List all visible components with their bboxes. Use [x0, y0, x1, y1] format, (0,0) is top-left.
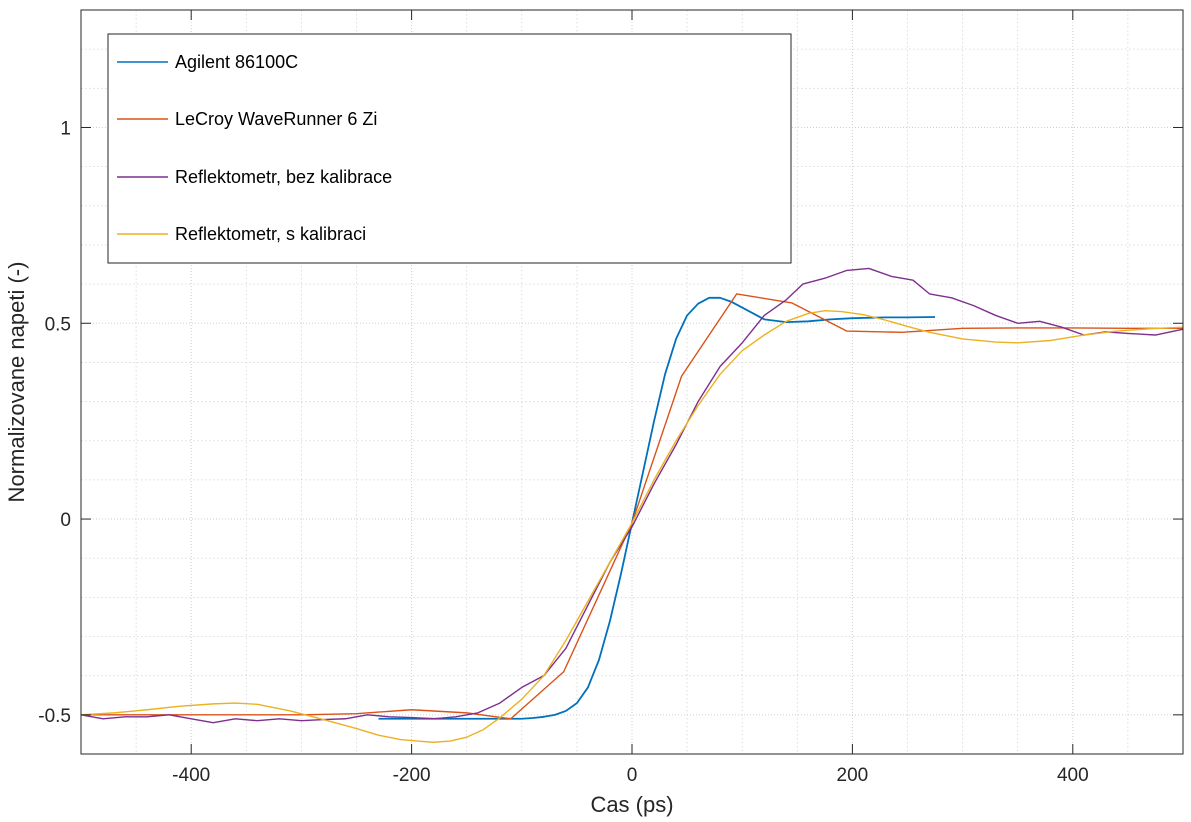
x-tick-label: -200 — [393, 765, 431, 786]
y-tick-label: 0 — [60, 510, 71, 531]
x-tick-label: 200 — [837, 765, 869, 786]
series-line-reflektometr-s — [80, 310, 1184, 743]
legend-label-reflektometr-s: Reflektometr, s kalibraci — [175, 224, 366, 244]
y-tick-label: 0.5 — [45, 314, 71, 335]
x-tick-label: 0 — [627, 765, 638, 786]
y-tick-label: -0.5 — [38, 706, 71, 727]
series-layer — [80, 267, 1184, 743]
x-axis-label: Cas (ps) — [590, 792, 673, 817]
legend-label-lecroy: LeCroy WaveRunner 6 Zi — [175, 109, 377, 129]
legend-label-reflektometr-bez: Reflektometr, bez kalibrace — [175, 167, 392, 187]
ticks — [81, 10, 1183, 754]
y-axis-label: Normalizovane napeti (-) — [4, 262, 29, 503]
legend: Agilent 86100C LeCroy WaveRunner 6 Zi Re… — [107, 33, 792, 264]
legend-box — [107, 33, 792, 264]
tick-labels: -400 -200 0 200 400 -0.5 0 0.5 1 — [38, 118, 1088, 786]
series-line-reflektometr-bez — [80, 267, 1184, 724]
legend-label-agilent: Agilent 86100C — [175, 52, 298, 72]
y-tick-label: 1 — [60, 118, 71, 139]
x-tick-label: -400 — [172, 765, 210, 786]
series-line-agilent — [378, 296, 936, 720]
x-tick-label: 400 — [1057, 765, 1089, 786]
